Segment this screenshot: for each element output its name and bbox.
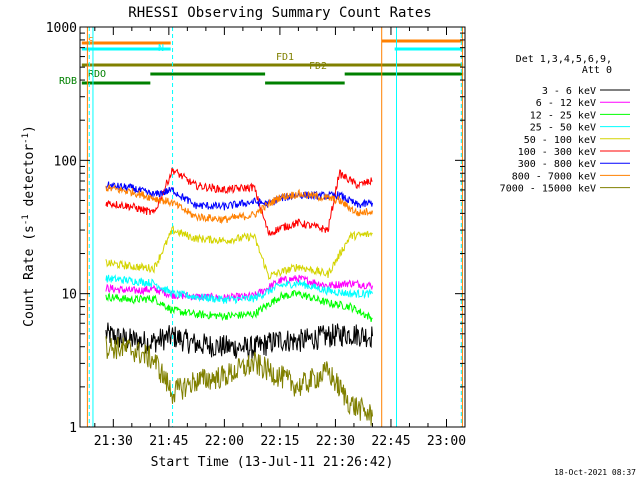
legend-entry-label: 25 - 50 keV — [530, 123, 596, 134]
x-axis-label: Start Time (13-Jul-11 21:26:42) — [151, 455, 394, 470]
fd1-label: FD1 — [276, 52, 294, 63]
x-tick-label: 22:30 — [316, 434, 355, 449]
legend-entry-label: 300 - 800 keV — [518, 159, 596, 170]
fd2-label: FD2 — [309, 61, 327, 72]
saa-label: S — [88, 36, 94, 47]
plot-frame — [79, 26, 466, 428]
x-tick-label: 22:45 — [371, 434, 410, 449]
chart-title: RHESSI Observing Summary Count Rates — [128, 5, 431, 21]
flag-bars: S N FD1 FD2 RDO RDB — [59, 36, 464, 87]
series-line — [105, 274, 373, 305]
legend-entry-label: 7000 - 15000 keV — [500, 184, 596, 195]
series-layer — [105, 167, 373, 426]
x-tick-label: 21:45 — [149, 434, 188, 449]
legend-entry-label: 100 - 300 keV — [518, 147, 596, 158]
series-line — [105, 181, 373, 211]
legend-entry-label: 3 - 6 keV — [542, 86, 596, 97]
series-line — [105, 225, 373, 280]
y-tick-label: 1 — [69, 421, 77, 436]
legend-header: Det 1,3,4,5,6,9, — [516, 54, 612, 65]
legend-entry-label: 12 - 25 keV — [530, 110, 596, 121]
series-line — [105, 184, 373, 225]
y-tick-label: 100 — [54, 154, 77, 169]
y-axis: 1 10 100 1000 — [46, 21, 465, 436]
x-tick-label: 22:00 — [205, 434, 244, 449]
y-tick-label: 10 — [61, 288, 77, 303]
rdb-label: RDB — [59, 76, 77, 87]
legend-entry-label: 800 - 7000 keV — [512, 171, 596, 182]
series-line — [105, 274, 373, 303]
x-tick-label: 23:00 — [427, 434, 466, 449]
night-label: N — [158, 43, 164, 54]
rdo-label: RDO — [88, 69, 106, 80]
legend-entry-label: 6 - 12 keV — [536, 98, 596, 109]
legend-entry-label: 50 - 100 keV — [524, 135, 596, 146]
x-tick-label: 21:30 — [94, 434, 133, 449]
legend-header: Att 0 — [582, 65, 612, 76]
y-tick-label: 1000 — [46, 21, 77, 36]
timestamp: 18-Oct-2021 08:37 — [554, 468, 636, 477]
y-axis-label: Count Rate (s-1 detector-1) — [21, 125, 37, 327]
series-line — [105, 336, 373, 426]
series-line — [105, 290, 373, 322]
x-axis: 21:30 21:45 22:00 22:15 22:30 22:45 23:00 — [94, 27, 466, 449]
x-tick-label: 22:15 — [260, 434, 299, 449]
series-line — [105, 167, 373, 237]
series-line — [105, 322, 373, 360]
